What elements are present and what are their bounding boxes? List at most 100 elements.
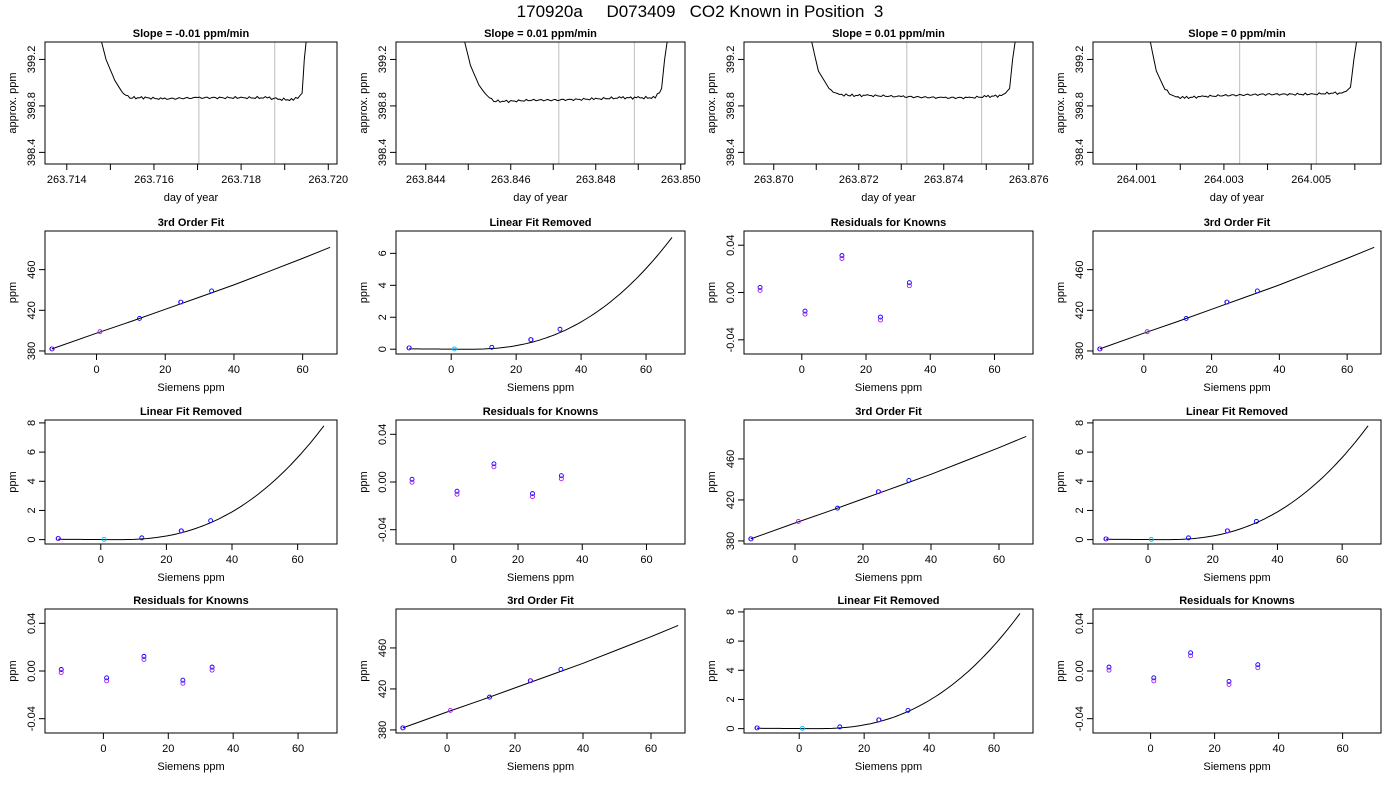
y-axis-label: approx. ppm: [7, 72, 19, 133]
x-tick-label: 0: [98, 554, 104, 566]
y-tick-label: 8: [725, 609, 737, 615]
x-tick-label: 0: [451, 554, 457, 566]
x-tick-label: 0: [448, 364, 454, 376]
x-tick-label: 40: [575, 364, 587, 376]
data-point: [407, 345, 412, 351]
data-point: [58, 667, 64, 672]
panel-1-2: Slope = 0.01 ppm/min 263.844 263.846 263.84…: [358, 28, 701, 204]
x-tick-label: 0: [100, 743, 106, 755]
data-point: [101, 536, 107, 542]
data-point: [1188, 653, 1194, 659]
data-point: [1106, 664, 1112, 670]
plot-frame: [44, 41, 338, 165]
x-tick-label: 40: [925, 554, 937, 566]
data-point: [1151, 675, 1157, 681]
x-tick-label: 20: [857, 554, 869, 566]
y-tick-label: 0: [1074, 537, 1086, 543]
x-tick-label: 0: [792, 554, 798, 566]
plot-frame: [44, 419, 338, 545]
y-tick-label: 398.8: [1074, 92, 1086, 120]
x-tick-label: 0: [93, 364, 99, 376]
residual-curve: [409, 237, 673, 350]
y-axis-label: ppm: [706, 660, 718, 681]
y-tick-label: 0.04: [26, 613, 38, 634]
data-point: [529, 337, 534, 342]
data-point: [139, 535, 145, 541]
data-layer: [49, 246, 331, 352]
y-tick-label: 460: [725, 450, 737, 468]
x-axis-label: day of year: [861, 192, 916, 204]
x-tick-label: 40: [228, 364, 240, 376]
y-tick-label: 6: [725, 638, 737, 644]
data-point: [558, 473, 564, 479]
data-point: [179, 528, 185, 534]
y-tick-label: 380: [725, 532, 737, 550]
panel-title: Slope = 0.01 ppm/min: [484, 28, 597, 40]
x-axis-label: Siemens ppm: [157, 382, 224, 394]
x-tick-label: 0: [799, 364, 805, 376]
data-layer: [1149, 42, 1358, 100]
data-layer: [58, 653, 215, 686]
series-line: [101, 42, 307, 102]
data-point: [58, 670, 64, 675]
y-tick-label: 2: [725, 696, 737, 702]
data-layer: [1103, 425, 1369, 542]
series-line: [464, 42, 668, 104]
fit-curve: [402, 624, 679, 729]
y-axis-label: ppm: [358, 471, 370, 492]
plot-frame: [743, 419, 1034, 545]
x-tick-label: 60: [292, 554, 304, 566]
panel-4-4: Residuals for Knowns 0 20 40 60 -0.04 0.00 0.04…: [1055, 595, 1382, 773]
y-tick-label: 398.4: [377, 139, 389, 167]
panel-2-4: 3rd Order Fit 0 20 40 60 380 420 460 Siemens ppm…: [1055, 217, 1382, 394]
panel-grid: Slope = -0.01 ppm/min 263.714 263.716 263.7…: [7, 28, 1382, 773]
y-tick-label: -0.04: [377, 517, 389, 542]
y-tick-label: 398.4: [725, 139, 737, 167]
data-point: [1144, 329, 1150, 335]
y-tick-label: 420: [725, 491, 737, 509]
data-point: [50, 346, 55, 352]
y-tick-label: 380: [26, 342, 38, 360]
x-tick-label: 0: [1145, 554, 1151, 566]
data-point: [905, 707, 911, 713]
x-tick-label: 20: [1207, 554, 1219, 566]
x-tick-label: 264.001: [1117, 174, 1157, 186]
y-tick-label: 380: [1074, 342, 1086, 360]
data-point: [1188, 650, 1194, 656]
y-tick-label: 420: [1074, 301, 1086, 319]
y-axis-label: ppm: [706, 282, 718, 303]
data-point: [1148, 536, 1154, 542]
data-point: [178, 299, 184, 305]
panel-title: 3rd Order Fit: [1204, 217, 1271, 229]
x-tick-label: 60: [1336, 554, 1348, 566]
y-axis-label: ppm: [1055, 660, 1067, 681]
y-tick-label: 398.8: [26, 92, 38, 120]
y-axis-label: ppm: [7, 660, 19, 681]
plot-frame: [1092, 230, 1382, 355]
data-point: [1253, 518, 1259, 524]
data-point: [835, 505, 840, 511]
data-point: [906, 280, 912, 286]
x-tick-label: 60: [988, 743, 1000, 755]
y-axis-label: ppm: [358, 660, 370, 681]
panel-title: Linear Fit Removed: [1186, 406, 1288, 418]
data-point: [799, 725, 805, 731]
panel-title: Linear Fit Removed: [489, 217, 591, 229]
data-layer: [406, 237, 673, 352]
panel-4-1: Residuals for Knowns 0 20 40 60 -0.04 0.00 0.04…: [7, 595, 338, 773]
data-point: [487, 694, 492, 700]
x-tick-label: 20: [1205, 364, 1217, 376]
x-axis-label: Siemens ppm: [157, 572, 224, 584]
x-axis-label: Siemens ppm: [855, 572, 922, 584]
data-point: [1106, 667, 1112, 673]
panel-title: 3rd Order Fit: [855, 406, 922, 418]
x-tick-label: 264.005: [1291, 174, 1331, 186]
data-point: [839, 253, 845, 258]
plot-frame: [395, 41, 686, 165]
y-tick-label: 0.00: [26, 660, 38, 681]
plot-frame: [1092, 608, 1382, 734]
y-axis-label: ppm: [1055, 282, 1067, 303]
plot-frame: [1092, 419, 1382, 545]
panel-3-4: Linear Fit Removed 0 20 40 60 0 2 4 6 8 Siemens pp…: [1055, 406, 1382, 584]
panel-title: Linear Fit Removed: [140, 406, 242, 418]
